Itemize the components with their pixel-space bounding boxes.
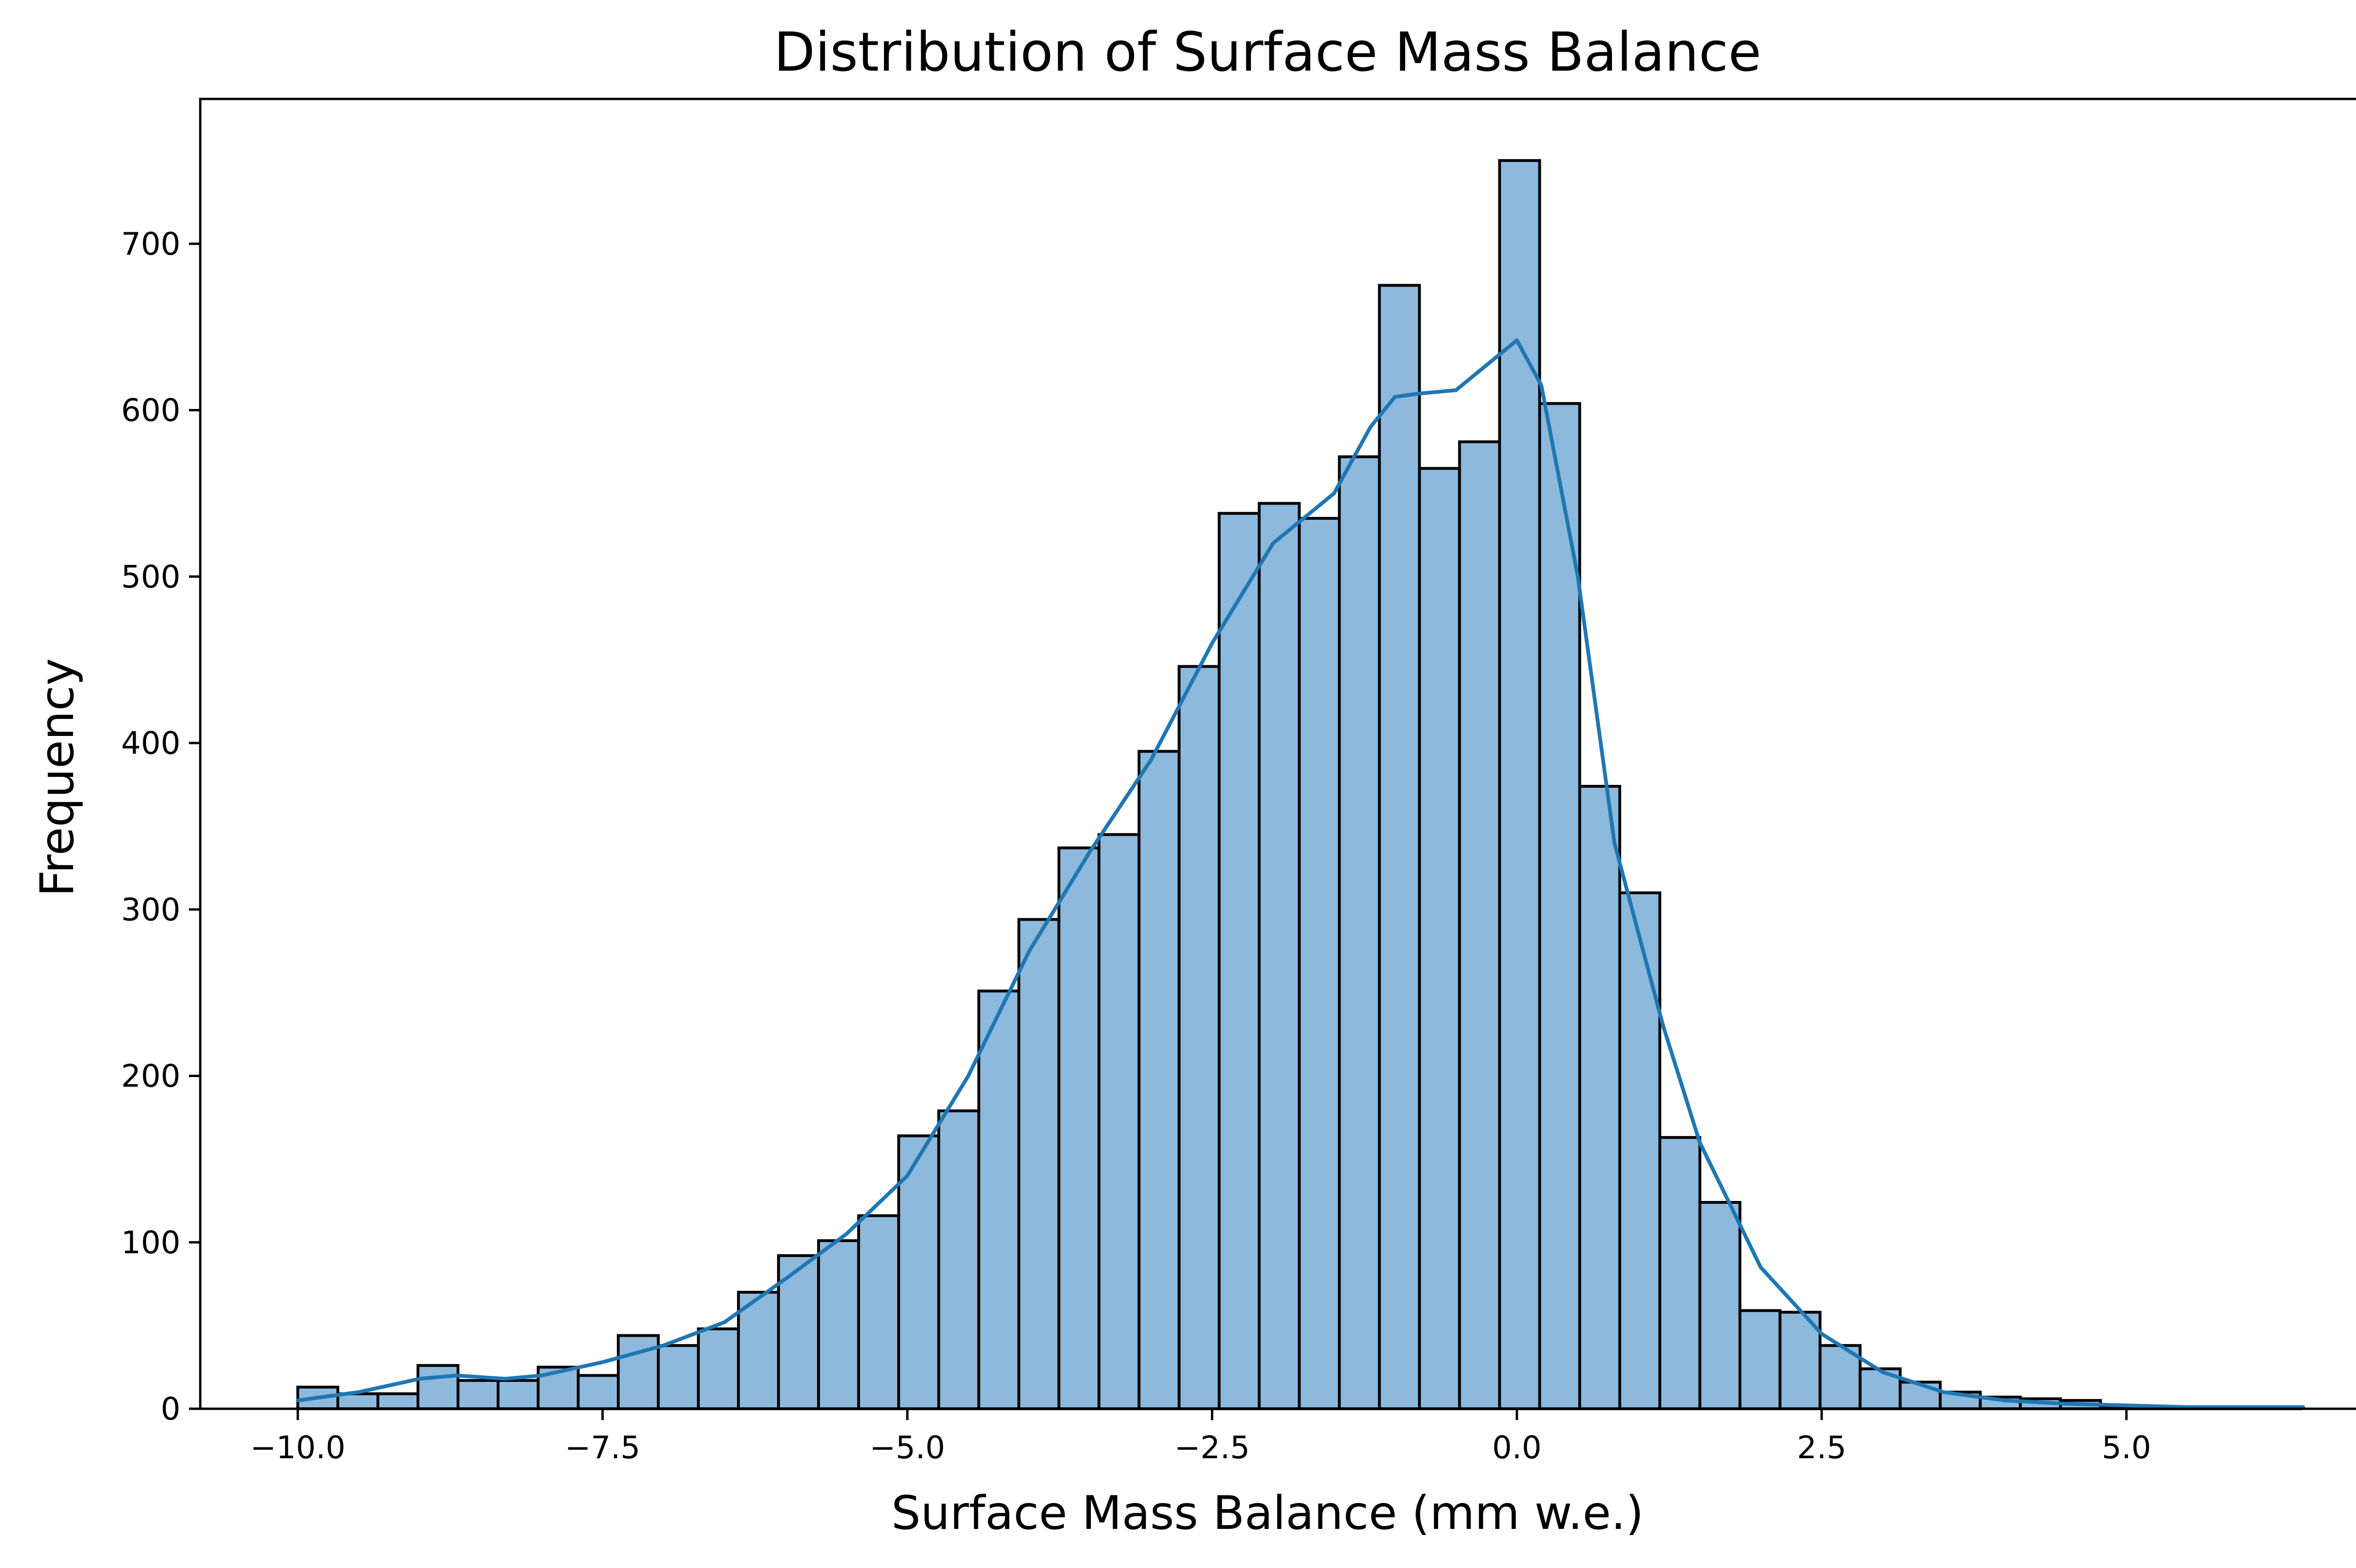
x-tick-label: 0.0: [1492, 1429, 1542, 1466]
histogram-bar: [1418, 467, 1461, 1410]
histogram-bar: [1458, 440, 1501, 1410]
x-tick-label: −5.0: [869, 1429, 945, 1466]
histogram-bar: [897, 1134, 941, 1410]
histogram-bar: [417, 1364, 460, 1410]
y-tick-label: 300: [121, 891, 180, 928]
histogram-bar: [1578, 784, 1621, 1410]
x-axis-label: Surface Mass Balance (mm w.e.): [892, 1486, 1644, 1540]
histogram-bar: [1218, 512, 1261, 1410]
histogram-bar: [457, 1379, 500, 1411]
histogram-bar: [577, 1374, 620, 1411]
x-tick-label: −10.0: [250, 1429, 345, 1466]
chart-title: Distribution of Surface Mass Balance: [774, 21, 1761, 83]
y-axis-label: Frequency: [31, 658, 84, 897]
y-tick-label: 600: [121, 392, 180, 429]
histogram-bar: [977, 989, 1021, 1410]
y-tick-label: 200: [121, 1058, 180, 1094]
histogram-bar: [1097, 833, 1141, 1410]
histogram-bar: [937, 1109, 981, 1411]
histogram-bar: [1017, 918, 1061, 1410]
y-tick-label: 500: [121, 559, 180, 595]
y-tick-label: 700: [121, 226, 180, 262]
histogram-bar: [1258, 502, 1301, 1410]
histogram-bar: [1378, 284, 1421, 1411]
histogram-bar: [817, 1239, 860, 1411]
histogram-bar: [657, 1344, 700, 1411]
histogram-bar: [1738, 1309, 1782, 1411]
histogram-bar: [1338, 455, 1381, 1410]
histogram-bar: [1658, 1136, 1702, 1410]
histogram-bar: [617, 1334, 660, 1410]
histogram-bar: [1298, 517, 1341, 1410]
x-tick-label: −2.5: [1174, 1429, 1250, 1466]
histogram-bar: [1618, 891, 1661, 1410]
plot-area-frame: [199, 98, 2356, 1410]
histogram-bar: [697, 1327, 740, 1411]
histogram-bar: [737, 1290, 780, 1411]
histogram-bar: [497, 1379, 540, 1411]
y-tick-label: 400: [121, 725, 180, 761]
histogram-bars: [296, 159, 2302, 1411]
histogram-bar: [1137, 750, 1181, 1410]
histogram-bar: [1057, 846, 1101, 1410]
y-tick-label: 0: [161, 1391, 180, 1427]
x-tick-label: 5.0: [2102, 1429, 2151, 1466]
y-tick-label: 100: [121, 1225, 180, 1261]
x-tick-label: 2.5: [1797, 1429, 1847, 1466]
x-tick-label: −7.5: [565, 1429, 640, 1466]
kde-curve: [295, 338, 2305, 1409]
y-axis-ticks: 0 100 200 300 400 500 600 700: [121, 226, 200, 1427]
histogram-bar: [376, 1392, 420, 1411]
histogram-bar: [1178, 665, 1221, 1410]
histogram-bar: [857, 1214, 900, 1411]
histogram-bar: [1698, 1200, 1742, 1410]
histogram-bar: [1818, 1344, 1862, 1411]
x-axis-ticks: −10.0 −7.5 −5.0 −2.5 0.0 2.5 5.0: [250, 1409, 2151, 1466]
